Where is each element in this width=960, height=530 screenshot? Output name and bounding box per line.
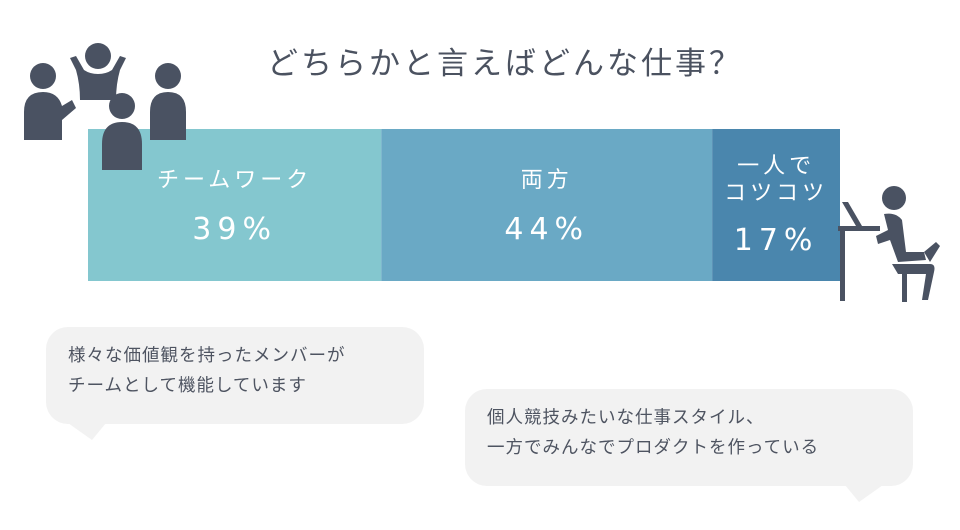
bubble-right-line1: 個人競技みたいな仕事スタイル、 [487,408,765,428]
bubble-right-line2: 一方でみんなでプロダクトを作っている [487,438,820,458]
team-people-icon [24,43,186,170]
chart-title: どちらかと言えばどんな仕事？ [267,46,743,82]
person-at-desk-icon [838,186,940,302]
speech-bubble-left: 様々な価値観を持ったメンバーが チームとして機能しています [46,327,424,440]
segment-value-1: 39% [192,212,277,247]
segment-label-2: 両方 [521,168,573,193]
segment-value-3: 17% [734,223,819,258]
bubble-left-tail [68,423,106,440]
bar-segment-3 [712,129,840,281]
speech-bubble-right: 個人競技みたいな仕事スタイル、 一方でみんなでプロダクトを作っている [465,389,913,502]
segment-value-2: 44% [504,212,589,247]
segment-label-3-line2: コツコツ [724,181,828,206]
bubble-left-line2: チームとして機能しています [68,376,307,396]
segment-label-1: チームワーク [157,168,312,193]
bubble-right-tail [845,485,883,502]
segment-label-3-line1: 一人で [737,154,815,179]
bubble-left-line1: 様々な価値観を持ったメンバーが [68,346,346,366]
bar-segment-2 [381,129,713,281]
